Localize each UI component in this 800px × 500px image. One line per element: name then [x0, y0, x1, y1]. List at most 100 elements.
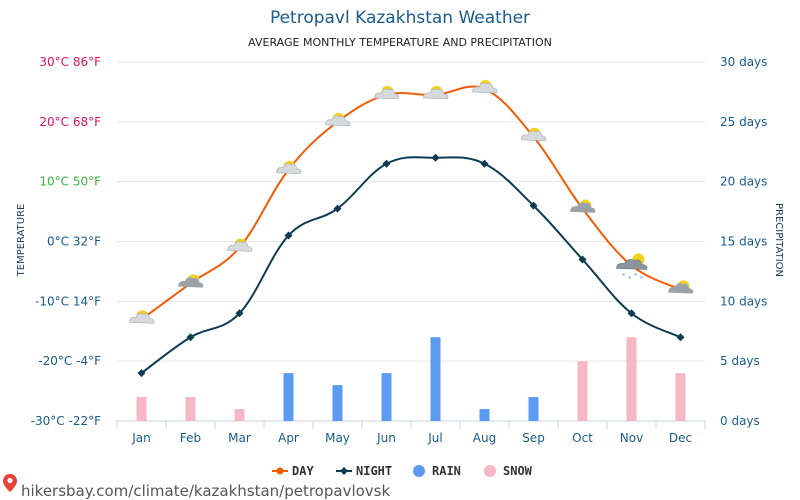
right-tick-label: 20 days — [720, 175, 767, 189]
cloud-shape — [374, 88, 400, 100]
snow-bar — [234, 409, 245, 421]
grid-lines — [117, 61, 705, 422]
left-axis-title: TEMPERATURE — [16, 204, 27, 278]
partly-cloudy-icon — [276, 160, 302, 175]
x-tick-label: Dec — [669, 431, 692, 445]
x-tick-label: Apr — [278, 431, 299, 445]
snow-cloud-icon — [616, 253, 648, 279]
right-axis-title: PRECIPITATION — [773, 203, 784, 277]
left-tick-label: -10°C 14°F — [35, 294, 101, 308]
night-point — [235, 309, 244, 318]
cloud-shape — [227, 241, 253, 252]
map-pin-icon — [3, 474, 17, 492]
temperature-lines — [137, 85, 685, 378]
footer-link[interactable]: hikersbay.com/climate/kazakhstan/petropa… — [21, 482, 390, 500]
partly-cloudy-icon — [227, 238, 253, 252]
cloud-shape — [129, 312, 155, 324]
snow-bar — [136, 397, 147, 421]
left-tick-label: 10°C 50°F — [39, 175, 101, 189]
legend-marker — [340, 467, 348, 475]
legend-item-night[interactable]: NIGHT — [336, 464, 392, 478]
left-tick-label: -30°C -22°F — [31, 414, 101, 428]
partly-cloudy-icon — [129, 310, 155, 324]
night-point — [480, 159, 489, 168]
right-tick-label: 30 days — [720, 55, 767, 69]
cloud-shape — [616, 259, 648, 270]
left-tick-label: 30°C 86°F — [39, 55, 101, 69]
x-tick-label: Jan — [131, 431, 151, 445]
legend-marker — [276, 467, 284, 475]
rain-bar — [479, 409, 490, 421]
cloud-shape — [423, 88, 449, 100]
snow-bar — [675, 373, 686, 421]
x-tick-label: Jul — [427, 431, 442, 445]
night-point — [137, 369, 146, 378]
partly-cloudy-icon — [325, 112, 351, 127]
partly-cloudy-icon — [374, 85, 400, 100]
legend-label: DAY — [292, 464, 314, 478]
night-point — [529, 201, 538, 210]
partly-cloudy-icon — [423, 85, 449, 100]
snowflake-shape — [640, 276, 643, 279]
x-tick-label: Aug — [473, 431, 496, 445]
cloud-sun-icon — [178, 274, 204, 288]
x-tick-label: Feb — [180, 431, 201, 445]
snow-bar — [577, 361, 588, 421]
night-line — [140, 156, 681, 374]
legend-swatch-dot — [484, 465, 496, 477]
legend-label: NIGHT — [356, 464, 392, 478]
left-tick-label: 20°C 68°F — [39, 115, 101, 129]
legend-label: RAIN — [432, 464, 461, 478]
legend: DAY NIGHT RAIN SNOW — [272, 464, 533, 478]
cloud-shape — [472, 82, 498, 94]
rain-bar — [283, 373, 294, 421]
footer[interactable]: hikersbay.com/climate/kazakhstan/petropa… — [3, 474, 390, 500]
night-point — [382, 159, 391, 168]
chart-subtitle: AVERAGE MONTHLY TEMPERATURE AND PRECIPIT… — [248, 36, 552, 49]
snow-bar — [626, 337, 637, 421]
x-tick-label: Mar — [228, 431, 251, 445]
axes: 30°C 86°F 20°C 68°F 10°C 50°F 0°C 32°F -10°C… — [31, 55, 768, 445]
cloud-shape — [276, 163, 302, 175]
night-point — [578, 255, 587, 264]
cloud-shape — [521, 130, 547, 142]
snowflake-shape — [634, 273, 637, 276]
partly-cloudy-icon — [472, 79, 498, 94]
cloud-sun-icon — [570, 199, 596, 213]
cloud-shape — [178, 277, 204, 288]
legend-swatch-dot — [413, 465, 425, 477]
x-tick-label: Nov — [620, 431, 643, 445]
partly-cloudy-icon — [521, 127, 547, 142]
legend-item-day[interactable]: DAY — [272, 464, 314, 478]
snow-bar — [185, 397, 196, 421]
x-tick-label: Sep — [522, 431, 545, 445]
left-tick-label: -20°C -4°F — [38, 354, 101, 368]
right-tick-label: 10 days — [720, 294, 767, 308]
legend-label: SNOW — [503, 464, 533, 478]
rain-bar — [430, 337, 441, 421]
rain-bar — [381, 373, 392, 421]
rain-bar — [332, 385, 343, 421]
rain-bar — [528, 397, 539, 421]
night-point — [284, 231, 293, 240]
night-point — [333, 204, 342, 213]
night-point — [676, 333, 685, 342]
snowflake-shape — [628, 276, 631, 279]
cloud-shape — [668, 283, 694, 294]
legend-item-rain[interactable]: RAIN — [413, 464, 461, 478]
night-point — [627, 309, 636, 318]
legend-item-snow[interactable]: SNOW — [484, 464, 533, 478]
x-tick-label: May — [325, 431, 350, 445]
left-tick-label: 0°C 32°F — [47, 235, 101, 249]
weather-icons — [129, 79, 694, 324]
x-tick-label: Jun — [376, 431, 396, 445]
cloud-shape — [325, 115, 351, 127]
cloud-sun-icon — [668, 280, 694, 294]
right-tick-label: 0 days — [720, 414, 760, 428]
chart-title: Petropavl Kazakhstan Weather — [270, 8, 530, 28]
right-tick-label: 5 days — [720, 354, 760, 368]
cloud-shape — [570, 202, 596, 213]
snowflake-shape — [622, 273, 625, 276]
right-tick-label: 15 days — [720, 235, 767, 249]
